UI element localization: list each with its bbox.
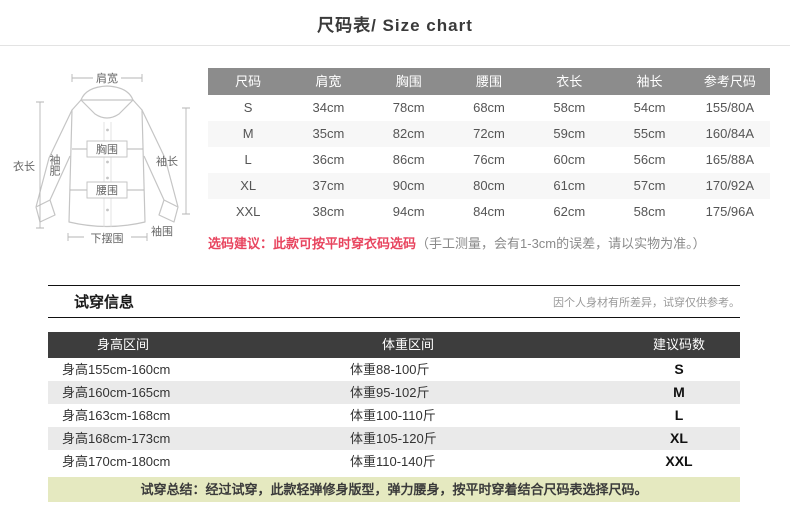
size-table-column-header: 衣长	[556, 74, 583, 89]
size-cell: 72cm	[473, 126, 505, 141]
size-table-row: L 36cm 86cm 76cm 60cm 56cm 165/88A	[208, 147, 770, 173]
size-cell: 165/88A	[705, 152, 755, 167]
size-cell: 38cm	[312, 204, 345, 219]
size-cell: 54cm	[633, 100, 666, 115]
size-cell: 34cm	[312, 100, 345, 115]
size-cell: 82cm	[392, 126, 425, 141]
size-cell: 35cm	[312, 126, 345, 141]
fitting-column-header: 体重区间	[381, 337, 434, 352]
size-cell: 59cm	[553, 126, 586, 141]
height-range-cell: 身高170cm-180cm	[62, 454, 171, 469]
size-cell: 80cm	[473, 178, 505, 193]
size-cell: 58cm	[633, 204, 666, 219]
title-divider	[0, 45, 790, 46]
label-sleeve-width: 袖肥	[48, 153, 61, 176]
size-cell: 62cm	[553, 204, 586, 219]
label-cuff: 袖围	[151, 224, 173, 238]
size-table-row: M 35cm 82cm 72cm 59cm 55cm 160/84A	[208, 121, 770, 147]
size-table-row: XL 37cm 90cm 80cm 61cm 57cm 170/92A	[208, 173, 770, 199]
suggested-size-cell: L	[674, 407, 684, 423]
size-cell: 57cm	[633, 178, 666, 193]
fitting-column-header: 建议码数	[652, 337, 705, 352]
size-cell: M	[242, 126, 254, 141]
fitting-section-title: 试穿信息	[74, 294, 135, 311]
size-table-column-header: 袖长	[636, 74, 663, 89]
size-cell: XXL	[235, 204, 261, 219]
fitting-section-header: 试穿信息 因个人身材有所差异，试穿仅供参考。	[48, 285, 740, 318]
size-advice-note: （手工测量，会有1-3cm的误差，请以实物为准。）	[416, 236, 706, 251]
shirt-placket	[103, 122, 112, 227]
size-cell: 175/96A	[705, 204, 755, 219]
suggested-size-cell: M	[673, 384, 685, 400]
height-range-cell: 身高160cm-165cm	[62, 385, 171, 400]
label-chest: 胸围	[96, 142, 118, 156]
label-garment-length: 衣长	[13, 159, 35, 173]
size-cell: 76cm	[473, 152, 505, 167]
label-waist: 腰围	[96, 184, 118, 197]
size-cell: L	[244, 152, 252, 167]
size-cell: 78cm	[392, 100, 425, 115]
size-table-column-header: 尺码	[235, 74, 262, 89]
fitting-column-header: 身高区间	[96, 337, 149, 352]
size-cell: 36cm	[312, 152, 345, 167]
size-cell: 160/84A	[705, 126, 755, 141]
fitting-table: 身高区间 体重区间 建议码数 身高155cm-160cm 体重88-100斤 S…	[48, 332, 740, 473]
weight-range-cell: 体重105-120斤	[350, 431, 437, 446]
fitting-table-row: 身高170cm-180cm 体重110-140斤 XXL	[48, 450, 740, 473]
size-table-header-row: 尺码 肩宽 胸围 腰围 衣长 袖长 参考尺码	[208, 68, 770, 95]
size-table-column-header: 胸围	[395, 74, 422, 89]
weight-range-cell: 体重110-140斤	[350, 454, 436, 469]
size-cell: 94cm	[392, 204, 425, 219]
label-sleeve-length: 袖长	[156, 154, 178, 168]
page-title: 尺码表/ Size chart	[317, 16, 473, 35]
size-cell: 58cm	[553, 100, 586, 115]
suggested-size-cell: XXL	[665, 453, 693, 469]
size-cell: 37cm	[312, 178, 345, 193]
label-shoulder-width: 肩宽	[96, 71, 118, 85]
label-hem: 下摆围	[91, 231, 124, 245]
suggested-size-cell: S	[674, 361, 684, 377]
weight-range-cell: 体重88-100斤	[350, 362, 430, 377]
fitting-table-row: 身高168cm-173cm 体重105-120斤 XL	[48, 427, 740, 450]
size-table-column-header: 腰围	[475, 74, 502, 89]
size-table: 尺码 肩宽 胸围 腰围 衣长 袖长 参考尺码 S 34cm 78cm 68cm …	[208, 68, 770, 225]
size-cell: 55cm	[633, 126, 666, 141]
shirt-collar	[80, 85, 134, 119]
size-cell: 155/80A	[705, 100, 755, 115]
size-table-column-header: 肩宽	[315, 74, 342, 89]
fitting-summary-bar: 试穿总结：经过试穿，此款轻弹修身版型，弹力腰身，按平时穿着结合尺码表选择尺码。	[48, 477, 740, 502]
size-cell: 68cm	[473, 100, 505, 115]
fitting-disclaimer: 因个人身材有所差异，试穿仅供参考。	[553, 296, 740, 309]
size-table-column-header: 参考尺码	[703, 74, 756, 89]
size-cell: 170/92A	[705, 178, 755, 193]
fitting-table-row: 身高163cm-168cm 体重100-110斤 L	[48, 404, 740, 427]
size-cell: 56cm	[633, 152, 666, 167]
size-advice-highlight: 选码建议：此款可按平时穿衣码选码	[208, 236, 417, 251]
size-table-row: S 34cm 78cm 68cm 58cm 54cm 155/80A	[208, 95, 770, 121]
fitting-table-header-row: 身高区间 体重区间 建议码数	[48, 332, 740, 358]
shirt-right-sleeve	[141, 109, 179, 223]
size-cell: S	[243, 100, 253, 115]
weight-range-cell: 体重95-102斤	[350, 385, 430, 400]
size-cell: 86cm	[392, 152, 425, 167]
size-advice-line: 选码建议：此款可按平时穿衣码选码（手工测量，会有1-3cm的误差，请以实物为准。…	[208, 233, 783, 252]
size-cell: 60cm	[553, 152, 586, 167]
shirt-measurement-diagram: 肩宽 衣长 袖肥 胸围 腰围 下摆围 袖长 袖围	[13, 71, 190, 245]
size-table-row: XXL 38cm 94cm 84cm 62cm 58cm 175/96A	[208, 199, 770, 225]
size-cell: 84cm	[473, 204, 505, 219]
height-range-cell: 身高168cm-173cm	[62, 431, 171, 446]
weight-range-cell: 体重100-110斤	[350, 408, 436, 423]
height-range-cell: 身高155cm-160cm	[62, 362, 171, 377]
fitting-table-row: 身高160cm-165cm 体重95-102斤 M	[48, 381, 740, 404]
size-cell: XL	[240, 178, 257, 193]
suggested-size-cell: XL	[670, 430, 688, 446]
fitting-table-row: 身高155cm-160cm 体重88-100斤 S	[48, 358, 740, 381]
size-cell: 61cm	[553, 178, 586, 193]
size-cell: 90cm	[392, 178, 425, 193]
height-range-cell: 身高163cm-168cm	[62, 408, 171, 423]
